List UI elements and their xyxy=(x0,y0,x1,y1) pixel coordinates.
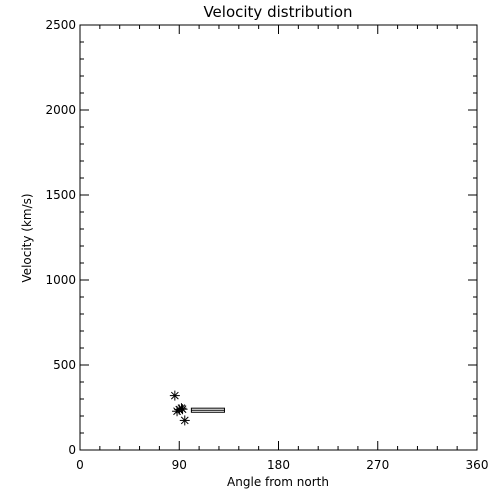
chart-title: Velocity distribution xyxy=(203,3,352,21)
y-tick-label: 2000 xyxy=(45,103,76,117)
x-tick-label: 90 xyxy=(172,458,187,472)
y-tick-label: 500 xyxy=(53,358,76,372)
y-axis-label: Velocity (km/s) xyxy=(20,193,34,282)
x-axis-label: Angle from north xyxy=(227,475,329,489)
range-box xyxy=(190,407,225,413)
y-axis: 0 500 1000 1500 2000 2500 xyxy=(45,18,477,457)
plot-frame xyxy=(79,24,478,451)
x-tick-label: 270 xyxy=(366,458,389,472)
x-axis: 0 90 180 270 360 xyxy=(76,25,488,472)
data-point xyxy=(177,404,188,415)
y-tick-label: 1000 xyxy=(45,273,76,287)
x-tick-label: 180 xyxy=(267,458,290,472)
data-marks xyxy=(169,390,225,426)
y-tick-label: 0 xyxy=(68,443,76,457)
x-tick-label: 0 xyxy=(76,458,84,472)
data-point xyxy=(179,415,190,426)
x-tick-label: 360 xyxy=(466,458,489,472)
data-point xyxy=(169,390,180,401)
y-tick-label: 2500 xyxy=(45,18,76,32)
y-tick-label: 1500 xyxy=(45,188,76,202)
